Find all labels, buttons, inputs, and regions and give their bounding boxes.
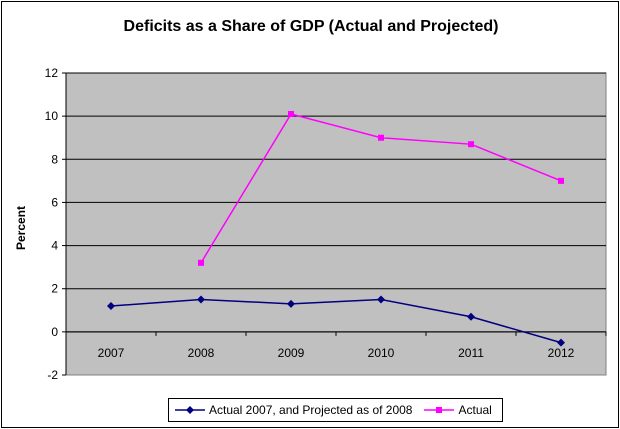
x-tick-label: 2010 xyxy=(368,346,395,360)
x-tick-label: 2012 xyxy=(548,346,575,360)
legend: Actual 2007, and Projected as of 2008 Ac… xyxy=(168,398,503,422)
series-1-point xyxy=(377,295,385,304)
legend-swatch-series-2 xyxy=(424,407,455,413)
y-tick-label: 2 xyxy=(51,282,58,296)
y-tick-label: 10 xyxy=(45,109,59,123)
series-1-point xyxy=(197,295,205,304)
series-2-point xyxy=(288,110,294,117)
legend-item-series-2: Actual xyxy=(424,403,492,417)
y-tick-label: -2 xyxy=(47,368,58,382)
legend-item-series-1: Actual 2007, and Projected as of 2008 xyxy=(175,403,412,417)
legend-swatch-series-1 xyxy=(175,406,205,414)
legend-label-series-1: Actual 2007, and Projected as of 2008 xyxy=(209,403,413,417)
chart-title: Deficits as a Share of GDP (Actual and P… xyxy=(123,18,499,35)
series-1-point xyxy=(557,338,565,347)
y-tick-label: 0 xyxy=(51,325,58,339)
y-tick-label: 6 xyxy=(51,195,58,209)
plot-area xyxy=(65,72,607,376)
series-1-point xyxy=(467,312,475,321)
series-1-line xyxy=(110,298,562,344)
series-2-point xyxy=(198,259,204,266)
y-tick-label: 8 xyxy=(51,152,58,166)
x-tick-label: 2008 xyxy=(188,346,215,360)
series-2-point xyxy=(468,141,474,148)
legend-label-series-2: Actual xyxy=(458,403,492,417)
x-tick-label: 2007 xyxy=(98,346,125,360)
y-tick-label: 4 xyxy=(51,239,58,253)
series-1-point xyxy=(287,299,295,308)
x-tick-label: 2009 xyxy=(278,346,305,360)
series-2-point xyxy=(558,177,564,184)
y-tick-label: 12 xyxy=(45,66,59,80)
x-tick-label: 2011 xyxy=(458,346,484,360)
series-1-point xyxy=(107,301,115,310)
series-2-point xyxy=(378,134,384,141)
